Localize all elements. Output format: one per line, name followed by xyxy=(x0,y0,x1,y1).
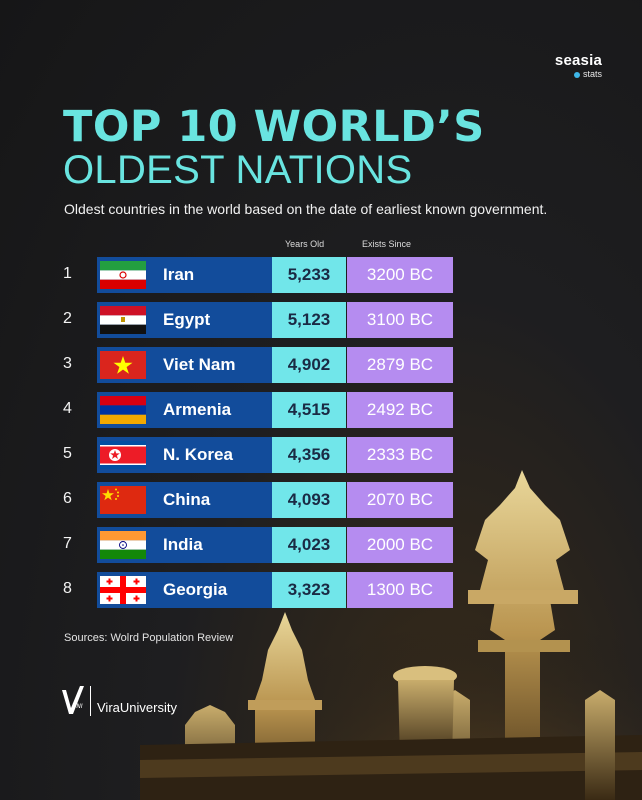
north-korea-flag-icon xyxy=(100,441,146,469)
subtitle: Oldest countries in the world based on t… xyxy=(64,201,548,217)
exists-since-cell: 2879 BC xyxy=(347,347,453,383)
rank-number: 6 xyxy=(63,490,72,507)
rank-number: 7 xyxy=(63,535,72,552)
exists-since-cell: 3200 BC xyxy=(347,257,453,293)
vietnam-flag-icon xyxy=(100,351,146,379)
brand-name: seasia xyxy=(554,52,602,69)
sources-note: Sources: Wolrd Population Review xyxy=(64,632,234,644)
years-old-cell: 4,023 xyxy=(272,527,346,563)
table-row: 3 Viet Nam 4,902 2879 BC xyxy=(0,347,642,383)
china-flag-icon xyxy=(100,486,146,514)
table-row: 7 India 4,023 2000 BC xyxy=(0,527,642,563)
exists-since-cell: 2492 BC xyxy=(347,392,453,428)
exists-since-cell: 3100 BC xyxy=(347,302,453,338)
title-line-2: OLDEST NATIONS xyxy=(63,148,413,192)
years-old-cell: 4,093 xyxy=(272,482,346,518)
table-row: 8 Georgia 3,323 1300 BC xyxy=(0,572,642,608)
table-row: 2 Egypt 5,123 3100 BC xyxy=(0,302,642,338)
brand-sub: stats xyxy=(555,69,602,79)
column-header-since: Exists Since xyxy=(362,239,412,249)
india-flag-icon xyxy=(100,531,146,559)
iran-flag-icon xyxy=(100,261,146,289)
table-row: 6 China 4,093 2070 BC xyxy=(0,482,642,518)
rank-number: 2 xyxy=(63,310,72,327)
rank-number: 3 xyxy=(63,355,72,372)
years-old-cell: 4,902 xyxy=(272,347,346,383)
country-name: Georgia xyxy=(163,580,228,599)
vira-logo-icon: UNI xyxy=(62,686,84,714)
table-row: 1 Iran 5,233 3200 BC xyxy=(0,257,642,293)
years-old-cell: 3,323 xyxy=(272,572,346,608)
country-name: Viet Nam xyxy=(163,355,236,374)
exists-since-cell: 1300 BC xyxy=(347,572,453,608)
rank-number: 4 xyxy=(63,400,72,417)
years-old-cell: 4,515 xyxy=(272,392,346,428)
country-name: Armenia xyxy=(163,400,232,419)
column-header-years: Years Old xyxy=(285,239,325,249)
table-row: 5 N. Korea 4,356 2333 BC xyxy=(0,437,642,473)
exists-since-cell: 2333 BC xyxy=(347,437,453,473)
country-name: Egypt xyxy=(163,310,211,329)
years-old-cell: 5,233 xyxy=(272,257,346,293)
brand-sub-label: stats xyxy=(582,69,602,79)
years-old-cell: 5,123 xyxy=(272,302,346,338)
rank-number: 1 xyxy=(63,265,72,282)
table-row: 4 Armenia 4,515 2492 BC xyxy=(0,392,642,428)
vira-brand-text: ViraUniversity xyxy=(97,700,177,715)
country-name: Iran xyxy=(163,265,195,284)
rank-number: 8 xyxy=(63,580,72,597)
title-line-1: TOP 10 WORLD’S xyxy=(63,102,485,152)
egypt-flag-icon xyxy=(100,306,146,334)
country-name: China xyxy=(163,490,211,509)
exists-since-cell: 2070 BC xyxy=(347,482,453,518)
country-name: N. Korea xyxy=(163,445,233,464)
dot-icon xyxy=(573,71,580,78)
exists-since-cell: 2000 BC xyxy=(347,527,453,563)
rank-number: 5 xyxy=(63,445,72,462)
svg-text:UNI: UNI xyxy=(72,703,83,710)
country-name: India xyxy=(163,535,203,554)
years-old-cell: 4,356 xyxy=(272,437,346,473)
armenia-flag-icon xyxy=(100,396,146,424)
vira-separator xyxy=(90,686,91,716)
georgia-flag-icon xyxy=(100,576,146,604)
seasia-logo: seasia stats xyxy=(555,52,602,79)
